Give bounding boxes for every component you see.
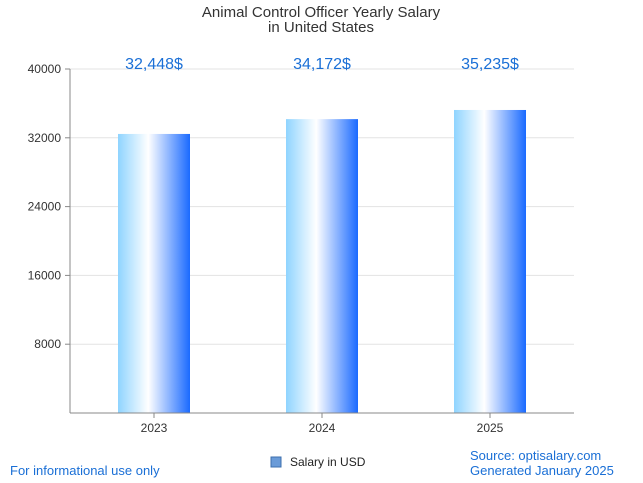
y-tick-label: 32000 [28, 131, 62, 145]
y-tick-label: 16000 [28, 268, 62, 282]
bar-2025 [454, 109, 526, 413]
x-tick-label-2023: 2023 [141, 421, 168, 435]
x-axis-ticks: 2023 2024 2025 [141, 413, 504, 435]
data-label-2023: 32,448$ [125, 56, 183, 73]
bar-2024 [286, 119, 358, 414]
bar-2023 [118, 133, 190, 413]
data-labels: 32,448$ 34,172$ 35,235$ [125, 56, 519, 73]
y-axis-ticks: 8000 16000 24000 32000 40000 [28, 62, 70, 351]
bars [118, 109, 526, 414]
generated-text: Generated January 2025 [470, 463, 614, 478]
data-label-2024: 34,172$ [293, 56, 351, 73]
y-tick-label: 24000 [28, 200, 62, 214]
chart-title-line-2: in United States [268, 19, 374, 36]
legend-swatch [270, 456, 282, 468]
chart-title-line-1: Animal Control Officer Yearly Salary [202, 4, 441, 21]
x-tick-label-2024: 2024 [309, 421, 336, 435]
y-tick-label: 8000 [34, 337, 61, 351]
y-tick-label: 40000 [28, 62, 62, 76]
x-tick-label-2025: 2025 [477, 421, 504, 435]
disclaimer-text: For informational use only [10, 463, 160, 478]
data-label-2025: 35,235$ [461, 56, 519, 73]
legend-label: Salary in USD [290, 455, 366, 469]
source-text: Source: optisalary.com [470, 448, 601, 463]
legend: Salary in USD [270, 455, 366, 469]
